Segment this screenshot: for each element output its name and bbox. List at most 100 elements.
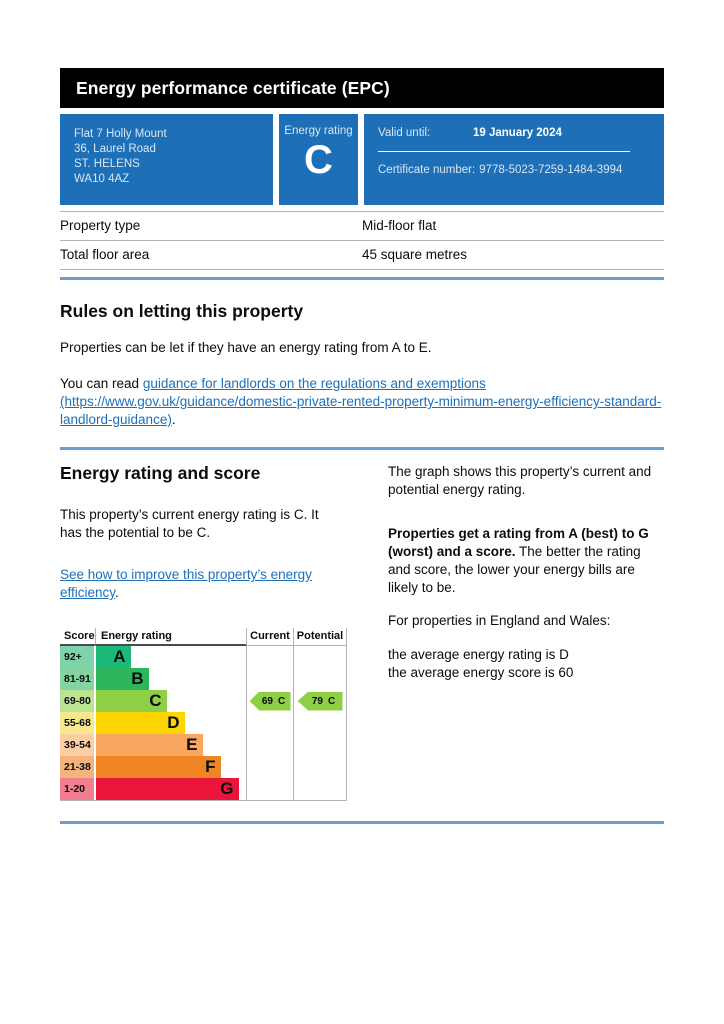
- band-score-range: 81-91: [60, 668, 96, 690]
- current-column-cell: [246, 646, 293, 668]
- document-header-bar: Energy performance certificate (EPC): [60, 68, 664, 108]
- address-line-2: 36, Laurel Road: [74, 143, 156, 155]
- rating-explainer-bold: Properties get a rating from A (best) to…: [388, 526, 649, 559]
- band-bar-cell: C: [96, 690, 246, 712]
- band-score-range: 39-54: [60, 734, 96, 756]
- england-wales-paragraph: For properties in England and Wales:: [388, 613, 611, 628]
- improve-efficiency-link[interactable]: See how to improve this property’s energ…: [60, 567, 312, 600]
- certificate-number-label: Certificate number:: [378, 164, 476, 176]
- band-bar-cell: D: [96, 712, 246, 734]
- floor-area-value: 45 square metres: [362, 247, 468, 262]
- section-divider: [60, 277, 664, 280]
- chart-rating-column-header: Energy rating: [96, 628, 246, 646]
- band-bar-cell: F: [96, 756, 246, 778]
- section-divider: [60, 821, 664, 824]
- potential-column-cell: [293, 756, 347, 778]
- average-rating-line: the average energy rating is D: [388, 647, 569, 662]
- energy-rating-section: Energy rating and score This property’s …: [60, 463, 664, 801]
- certificate-summary-box: Flat 7 Holly Mount 36, Laurel Road ST. H…: [60, 114, 664, 205]
- band-bar-e: E: [96, 734, 203, 756]
- band-bar-c: C: [96, 690, 167, 712]
- valid-until-row: Valid until: 19 January 2024: [378, 127, 650, 139]
- potential-column-cell: [293, 734, 347, 756]
- chart-score-column-header: Score: [60, 628, 96, 646]
- chart-band-row-e: 39-54 E: [60, 734, 347, 756]
- improve-link-suffix: .: [115, 585, 119, 600]
- guidance-text-suffix: .: [171, 412, 176, 427]
- average-stats: the average energy rating is D the avera…: [388, 646, 664, 682]
- chart-band-row-a: 92+ A: [60, 646, 347, 668]
- chart-band-row-g: 1-20 G: [60, 778, 347, 800]
- table-row: Total floor area 45 square metres: [60, 240, 664, 270]
- floor-area-label: Total floor area: [60, 247, 150, 262]
- band-score-range: 92+: [60, 646, 96, 668]
- guidance-text-prefix: You can read: [60, 376, 143, 391]
- property-address-panel: Flat 7 Holly Mount 36, Laurel Road ST. H…: [60, 114, 273, 205]
- current-column-cell: 69 C: [246, 690, 293, 712]
- epc-rating-chart: Score Energy rating Current Potential 92…: [60, 628, 347, 801]
- current-column-cell: [246, 756, 293, 778]
- property-facts-table: Property type Mid-floor flat Total floor…: [60, 211, 664, 270]
- current-score: 69: [261, 695, 273, 707]
- current-column-cell: [246, 734, 293, 756]
- band-bar-f: F: [96, 756, 221, 778]
- potential-column-cell: [293, 646, 347, 668]
- chart-current-column-header: Current: [246, 628, 293, 646]
- chart-band-rows: 92+ A 81-91 B 69-80 C 69 C 79 C 55-68 D 39-54 E 21-38 F…: [60, 646, 347, 801]
- address-line-3: ST. HELENS: [74, 158, 140, 170]
- potential-column-cell: [293, 668, 347, 690]
- section-divider: [60, 447, 664, 450]
- band-bar-cell: B: [96, 668, 246, 690]
- letting-guidance-paragraph: You can read guidance for landlords on t…: [60, 375, 664, 429]
- rating-explainer-paragraph: Properties get a rating from A (best) to…: [388, 525, 664, 597]
- valid-until-value: 19 January 2024: [473, 127, 562, 139]
- average-score-line: the average energy score is 60: [388, 665, 574, 680]
- current-rating-paragraph: This property’s current energy rating is…: [60, 507, 319, 540]
- energy-rating-letter: C: [304, 138, 333, 182]
- potential-column-cell: [293, 712, 347, 734]
- rating-explainer-rest: The better the rating and score, the low…: [388, 544, 641, 595]
- rating-left-column: Energy rating and score This property’s …: [60, 463, 360, 801]
- chart-band-row-f: 21-38 F: [60, 756, 347, 778]
- band-bar-cell: G: [96, 778, 246, 800]
- band-bar-cell: E: [96, 734, 246, 756]
- table-row: Property type Mid-floor flat: [60, 211, 664, 240]
- current-column-cell: [246, 668, 293, 690]
- energy-rating-panel: Energy rating C: [279, 114, 358, 205]
- band-score-range: 21-38: [60, 756, 96, 778]
- chart-band-row-b: 81-91 B: [60, 668, 347, 690]
- band-bar-b: B: [96, 668, 149, 690]
- letting-rules-heading: Rules on letting this property: [60, 301, 304, 321]
- potential-score: 79: [311, 695, 323, 707]
- graph-explainer-paragraph: The graph shows this property’s current …: [388, 464, 652, 497]
- chart-band-row-d: 55-68 D: [60, 712, 347, 734]
- potential-rating-arrow: 79 C: [297, 691, 343, 711]
- landlord-guidance-link[interactable]: guidance for landlords on the regulation…: [60, 376, 662, 427]
- current-rating-arrow: 69 C: [249, 691, 291, 711]
- current-column-cell: [246, 712, 293, 734]
- band-bar-a: A: [96, 646, 131, 668]
- address-line-1: Flat 7 Holly Mount: [74, 128, 167, 140]
- band-bar-d: D: [96, 712, 185, 734]
- validity-panel: Valid until: 19 January 2024 Certificate…: [364, 114, 664, 205]
- certificate-number-value: 9778-5023-7259-1484-3994: [479, 164, 623, 176]
- band-score-range: 55-68: [60, 712, 96, 734]
- chart-potential-column-header: Potential: [293, 628, 347, 646]
- validity-divider: [378, 151, 630, 152]
- chart-header-row: Score Energy rating Current Potential: [60, 628, 347, 646]
- energy-rating-label: Energy rating: [284, 125, 353, 137]
- chart-band-row-c: 69-80 C 69 C 79 C: [60, 690, 347, 712]
- band-score-range: 69-80: [60, 690, 96, 712]
- property-type-label: Property type: [60, 218, 141, 233]
- potential-column-cell: [293, 778, 347, 800]
- valid-until-label: Valid until:: [378, 127, 431, 139]
- band-bar-g: G: [96, 778, 239, 800]
- improve-efficiency-paragraph: See how to improve this property’s energ…: [60, 566, 342, 602]
- current-letter: C: [277, 695, 286, 707]
- band-score-range: 1-20: [60, 778, 96, 800]
- page-title: Energy performance certificate (EPC): [76, 77, 390, 98]
- current-column-cell: [246, 778, 293, 800]
- potential-column-cell: 79 C: [293, 690, 347, 712]
- potential-letter: C: [327, 695, 336, 707]
